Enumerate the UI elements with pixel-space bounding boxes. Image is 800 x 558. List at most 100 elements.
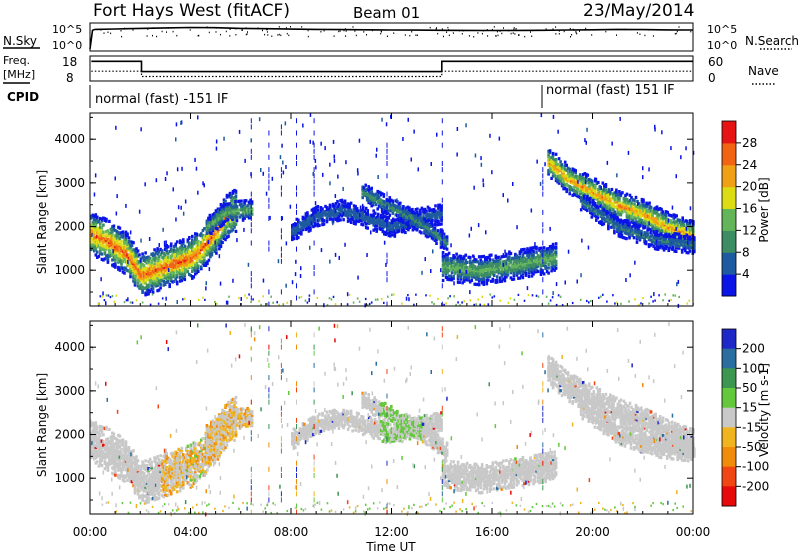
station-title: Fort Hays West (fitACF) (93, 1, 290, 21)
heatmap-cell (591, 180, 594, 183)
heatmap-cell (436, 133, 438, 137)
heatmap-cell (235, 223, 238, 226)
heatmap-cell (655, 230, 658, 233)
heatmap-cell (642, 198, 645, 201)
heatmap-cell (399, 202, 402, 205)
noise-point (555, 26, 556, 28)
freq-tick-bottom: 8 (66, 71, 74, 85)
heatmap-cell (450, 243, 452, 247)
heatmap-cell (272, 177, 274, 181)
noise-point (559, 30, 560, 32)
heatmap-cell (347, 209, 349, 213)
heatmap-cell (357, 172, 359, 176)
noise-point (516, 28, 517, 30)
heatmap-cell (115, 126, 117, 130)
heatmap-cell (549, 149, 552, 152)
heatmap-cell (322, 173, 324, 177)
heatmap-cell (237, 212, 240, 215)
heatmap-cell (370, 230, 372, 234)
heatmap-cell (618, 197, 621, 200)
heatmap-cell (541, 113, 543, 117)
heatmap-cell (675, 214, 678, 217)
noise-point (616, 34, 617, 36)
noise-point (229, 35, 230, 37)
heatmap-cell (680, 155, 682, 159)
noise-point (453, 32, 454, 34)
heatmap-cell (402, 137, 404, 141)
heatmap-cell (574, 169, 577, 172)
heatmap-cell (541, 269, 544, 272)
heatmap-cell (184, 245, 187, 248)
heatmap-cell (628, 222, 631, 225)
noise-point (503, 27, 504, 29)
heatmap-cell (295, 272, 297, 276)
heatmap-cell (678, 280, 680, 284)
heatmap-cell (205, 286, 207, 290)
heatmap-cell (611, 142, 613, 146)
heatmap-cell (397, 214, 399, 218)
noise-point (279, 34, 280, 36)
noise-point (133, 29, 134, 31)
heatmap-cell (455, 253, 458, 256)
heatmap-cell (377, 213, 380, 216)
heatmap-cell (323, 303, 325, 307)
heatmap-cell (221, 217, 224, 220)
noise-point (690, 31, 691, 33)
freq-label-line2: [MHz] (3, 68, 35, 81)
heatmap-cell (127, 260, 129, 264)
heatmap-cell (244, 159, 246, 163)
heatmap-cell (555, 251, 558, 254)
heatmap-cell (116, 194, 118, 198)
heatmap-cell (223, 137, 225, 141)
heatmap-cell (245, 199, 248, 202)
noise-point (338, 31, 339, 33)
heatmap-cell (317, 209, 320, 212)
heatmap-cell (459, 269, 461, 273)
noise-point (449, 35, 450, 37)
heatmap-cell (334, 155, 336, 159)
noise-point (110, 33, 111, 35)
heatmap-cell (126, 232, 129, 235)
heatmap-cell (489, 134, 491, 138)
noise-point (571, 34, 572, 36)
heatmap-cell (282, 161, 284, 165)
heatmap-cell (131, 244, 134, 247)
heatmap-cell (335, 194, 337, 198)
heatmap-cell (344, 243, 346, 247)
heatmap-cell (140, 259, 142, 263)
noise-point (345, 28, 346, 30)
heatmap-cell (221, 241, 224, 244)
heatmap-cell (119, 227, 122, 230)
heatmap-cell (140, 239, 142, 243)
noise-point (121, 30, 122, 32)
heatmap-cell (676, 282, 678, 286)
heatmap-cell (456, 153, 458, 157)
noise-point (469, 35, 470, 37)
heatmap-cell (149, 257, 152, 260)
heatmap-cell (165, 177, 167, 181)
heatmap-cell (290, 205, 292, 209)
cpid-label: CPID (7, 90, 39, 104)
heatmap-cell (508, 256, 511, 259)
heatmap-cell (523, 248, 526, 251)
heatmap-cell (555, 260, 558, 263)
heatmap-cell (175, 137, 177, 141)
noise-point (462, 33, 463, 35)
heatmap-cell (102, 224, 105, 227)
noise-point (487, 29, 488, 31)
heatmap-cell (196, 167, 198, 171)
date-title: 23/May/2014 (583, 1, 695, 21)
noise-point (121, 36, 122, 38)
noise-point (267, 31, 268, 33)
heatmap-cell (587, 174, 590, 177)
heatmap-cell (646, 229, 649, 232)
heatmap-cell (203, 259, 206, 262)
heatmap-cell (375, 228, 378, 231)
nave-tick-top: 60 (708, 55, 723, 69)
noise-point (247, 31, 248, 33)
heatmap-cell (437, 220, 440, 223)
heatmap-cell (555, 158, 558, 161)
heatmap-cell (679, 235, 682, 238)
heatmap-cell (594, 202, 597, 205)
heatmap-cell (499, 261, 502, 264)
